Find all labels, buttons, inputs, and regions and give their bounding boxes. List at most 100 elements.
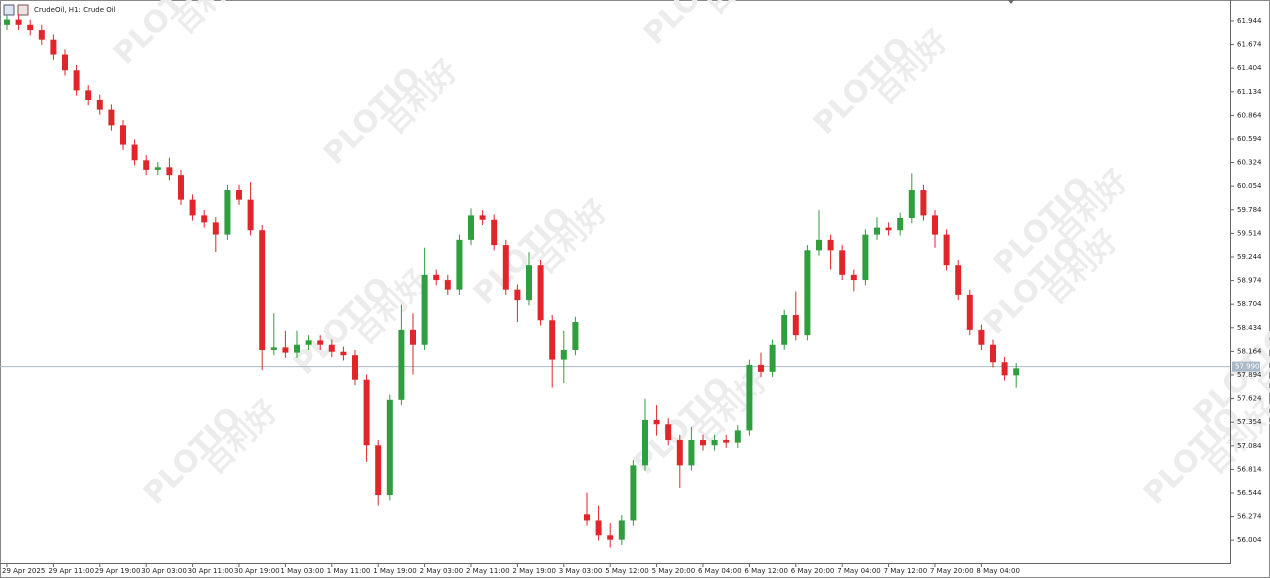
candle-body [468,215,474,240]
y-tick-label: 57.084 [1237,442,1262,450]
x-tick-label: 1 May 03:00 [280,567,324,575]
x-tick-label: 8 May 04:00 [976,567,1020,575]
candle-body [874,227,880,235]
candle-body [920,190,927,216]
candle-body [4,19,10,25]
candle-body [781,315,788,345]
candle-body [375,445,382,496]
candle-body [584,514,590,521]
x-tick-label: 1 May 11:00 [327,567,371,575]
price-label: 57.990 [1235,363,1260,371]
candle-body [850,274,857,281]
x-tick-label: 30 Apr 19:00 [234,567,280,575]
candle-body [131,144,138,161]
candle-body [642,419,648,466]
candle-body [50,39,57,55]
x-tick-label: 7 May 12:00 [884,567,928,575]
grid-icon[interactable] [3,4,15,16]
candle-body [143,160,150,170]
candle-body [96,99,103,110]
candle-body [630,465,637,521]
shift-marker [1008,0,1014,4]
candle-body [491,219,498,246]
y-tick-label: 58.164 [1237,347,1262,355]
x-tick-label: 30 Apr 11:00 [188,567,234,575]
candle-body [1013,368,1020,376]
candle-body [897,217,904,231]
candle-body [665,424,672,441]
y-tick-label: 58.704 [1237,300,1262,308]
candle-body [444,280,451,290]
candle-body [421,274,428,345]
chart-title: CrudeOil, H1: Crude Oil [34,6,116,14]
candle-body [236,190,242,200]
y-tick-label: 59.244 [1237,253,1262,261]
candle-body [955,265,962,295]
candle-body [247,199,254,231]
y-tick-label: 56.004 [1237,536,1262,544]
candle-body [990,344,996,363]
y-tick-label: 57.624 [1237,395,1262,403]
x-tick-label: 29 Apr 11:00 [48,567,94,575]
y-tick-label: 60.324 [1237,159,1262,167]
candle-body [700,440,706,446]
x-tick-label: 7 May 20:00 [930,567,974,575]
x-tick-label: 2 May 19:00 [512,567,556,575]
candle-body [572,322,579,350]
candle-body [1001,362,1008,376]
x-tick-label: 6 May 12:00 [744,567,788,575]
candle-body [560,349,567,360]
y-tick-label: 57.894 [1237,371,1262,379]
candle-body [386,399,393,496]
candle-body [607,535,614,540]
candle-body [792,315,799,336]
candle-body [38,30,45,40]
candle-body [73,70,80,91]
candle-body [120,125,126,145]
y-tick-label: 58.434 [1237,324,1262,332]
y-tick-label: 56.544 [1237,489,1262,497]
candle-body [734,430,741,443]
chart-icon[interactable] [17,4,29,16]
x-tick-label: 5 May 12:00 [605,567,649,575]
candle-body [816,239,822,251]
x-tick-label: 6 May 04:00 [698,567,742,575]
candle-body [201,215,208,223]
candle-body [676,440,683,466]
candle-body [456,239,463,290]
candle-body [294,344,300,353]
candle-body [549,320,556,360]
candle-body [769,344,776,372]
x-tick-label: 5 May 20:00 [652,567,696,575]
candle-body [15,19,22,25]
candle-body [514,289,521,301]
x-tick-label: 2 May 03:00 [420,567,464,575]
candle-body [943,234,950,266]
candle-body [340,351,347,356]
candle-body [398,329,405,400]
candle-body [908,190,915,218]
candle-body [189,199,196,216]
candle-body [688,440,695,466]
candle-body [85,90,92,100]
y-tick-label: 56.274 [1237,513,1262,521]
y-tick-label: 61.404 [1237,64,1262,72]
candle-body [259,230,266,350]
y-tick-label: 57.354 [1237,418,1262,426]
candle-body [212,222,219,235]
candle-body [154,167,161,170]
x-tick-label: 29 Apr 2025 [2,567,45,575]
candle-body [178,175,184,200]
candle-body [653,419,660,425]
y-tick-label: 61.134 [1237,88,1262,96]
candle-body [27,24,34,31]
candle-body [224,190,231,235]
candle-body [363,379,370,446]
y-tick-label: 59.514 [1237,229,1262,237]
candle-body [618,520,625,540]
candle-body [804,250,811,336]
candle-body [711,440,718,446]
candle-body [328,344,335,352]
